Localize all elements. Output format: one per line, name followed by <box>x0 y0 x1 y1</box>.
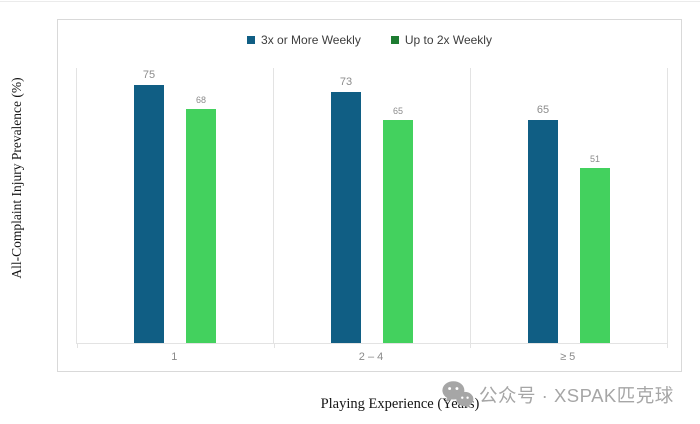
legend-swatch-green-icon <box>390 36 399 44</box>
bar-wrap: 65 <box>383 68 413 343</box>
category-label-1: 1 <box>171 351 178 363</box>
bar-2x-weekly-group1 <box>186 109 216 343</box>
wechat-icon <box>442 381 474 409</box>
category-label-2: 2 – 4 <box>358 351 384 363</box>
bar-value-label: 68 <box>195 95 206 106</box>
bar-group-2: 73 65 <box>273 68 470 343</box>
bar-value-label: 65 <box>536 103 550 116</box>
watermark-text: 公众号 · XSPAK匹克球 <box>479 384 674 406</box>
legend-label: Up to 2x Weekly <box>404 33 492 47</box>
chart-container: 3x or More Weekly Up to 2x Weekly 75 68 <box>57 19 682 372</box>
category-axis: 1 2 – 4 ≥ 5 <box>76 351 666 363</box>
bar-3x-weekly-group3 <box>528 119 558 343</box>
plot-area: 75 68 73 65 65 <box>76 68 668 348</box>
bar-3x-weekly-group2 <box>331 92 361 343</box>
bar-group-1: 75 68 <box>77 68 273 343</box>
legend-item-up-to-2x-weekly: Up to 2x Weekly <box>390 33 492 47</box>
watermark: 公众号 · XSPAK匹克球 <box>441 380 674 409</box>
legend-swatch-blue-icon <box>247 36 256 44</box>
bar-value-label: 73 <box>339 76 353 89</box>
bar-3x-weekly-group1 <box>134 85 164 343</box>
axis-tick <box>667 343 668 348</box>
category-label-3: ≥ 5 <box>560 351 576 363</box>
axis-tick <box>273 343 275 348</box>
bar-value-label: 75 <box>142 69 156 82</box>
bar-2x-weekly-group2 <box>383 119 413 343</box>
axis-tick <box>77 343 78 348</box>
bar-value-label: 51 <box>589 153 600 164</box>
page-top-divider <box>0 1 700 2</box>
bar-value-label: 65 <box>392 105 403 116</box>
bar-2x-weekly-group3 <box>580 167 610 343</box>
legend-label: 3x or More Weekly <box>261 33 361 47</box>
bar-wrap: 75 <box>134 68 164 343</box>
bar-group-3: 65 51 <box>470 68 667 343</box>
bar-wrap: 51 <box>580 68 610 343</box>
x-axis-title: Playing Experience (Years) <box>320 396 480 412</box>
bar-wrap: 68 <box>186 68 216 343</box>
axis-tick <box>470 343 472 348</box>
legend-item-3x-or-more-weekly: 3x or More Weekly <box>247 33 361 47</box>
y-axis-title: All-Complaint Injury Prevalence (%) <box>9 77 24 279</box>
chart-legend: 3x or More Weekly Up to 2x Weekly <box>58 33 681 47</box>
bar-wrap: 73 <box>331 68 361 343</box>
bar-wrap: 65 <box>528 68 558 343</box>
